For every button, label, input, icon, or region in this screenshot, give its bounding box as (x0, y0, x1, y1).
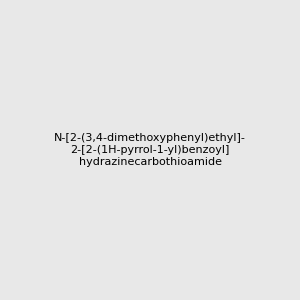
Text: N-[2-(3,4-dimethoxyphenyl)ethyl]-
2-[2-(1H-pyrrol-1-yl)benzoyl]
hydrazinecarboth: N-[2-(3,4-dimethoxyphenyl)ethyl]- 2-[2-(… (54, 134, 246, 166)
